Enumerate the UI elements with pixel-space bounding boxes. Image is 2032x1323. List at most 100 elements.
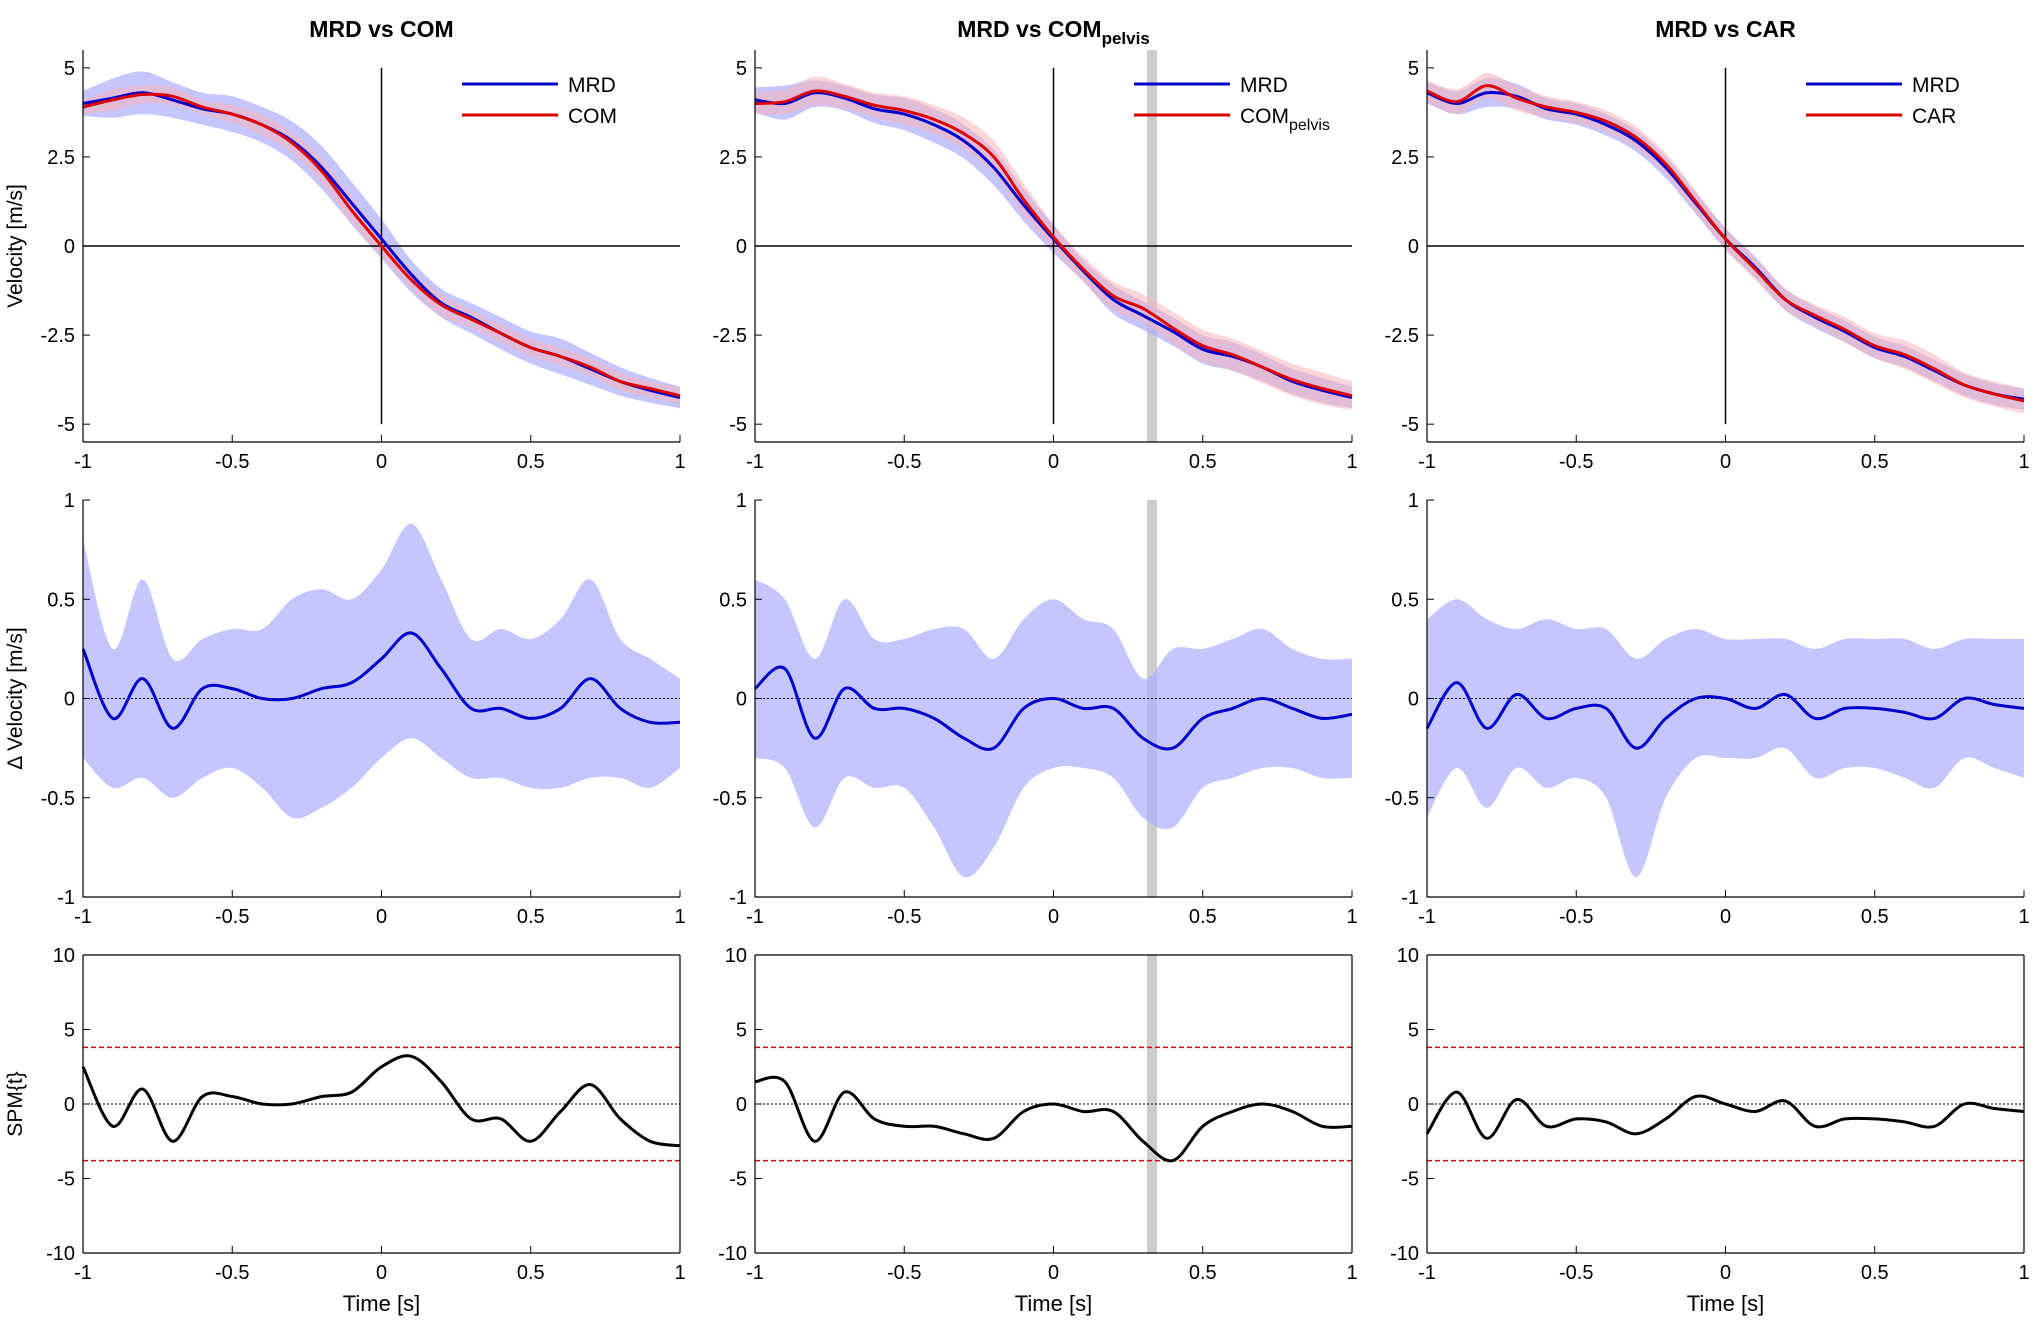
- column-title-main: MRD vs COM: [309, 16, 453, 42]
- y-tick-label: 2.5: [719, 147, 747, 169]
- x-tick-label: -1: [74, 1262, 92, 1284]
- legend-label-main: CAR: [1912, 105, 1956, 128]
- x-tick-label: 0.5: [1189, 906, 1217, 928]
- series-line: [754, 1075, 1353, 1163]
- y-tick-label: 0: [1408, 236, 1419, 258]
- y-tick-label: 0: [736, 1094, 747, 1116]
- y-tick-label: 1: [1408, 490, 1419, 512]
- y-tick-label: 5: [64, 1020, 75, 1042]
- y-tick-label: 10: [725, 945, 747, 967]
- y-tick-label: 5: [1408, 1020, 1419, 1042]
- x-tick-label: -1: [1418, 1262, 1436, 1284]
- x-tick-label: -1: [746, 1262, 764, 1284]
- y-tick-label: 10: [1397, 945, 1419, 967]
- y-tick-label: -0.5: [41, 788, 75, 810]
- legend-label: COM: [568, 105, 617, 128]
- x-tick-label: -0.5: [1559, 906, 1593, 928]
- column-title: MRD vs CAR: [1655, 16, 1796, 42]
- panel: 5 2.5 0 -2.5 -5 -1 -0.5 0 0.5 1 MRD CAR: [1385, 50, 2030, 473]
- x-tick-label: 0.5: [517, 1262, 545, 1284]
- panel: 1 0.5 0 -0.5 -1-1 -0.5 0 0.5 1: [41, 490, 686, 928]
- y-axis-label: Δ Velocity [m/s]: [4, 627, 27, 769]
- x-tick-label: -0.5: [887, 451, 921, 473]
- panel: 5 2.5 0 -2.5 -5 -1 -0.5 0 0.5 1 MRD COMpelvis: [713, 50, 1358, 473]
- legend-label: MRD: [568, 74, 616, 97]
- x-tick-label: 0.5: [517, 451, 545, 473]
- y-tick-label: -5: [729, 414, 747, 436]
- x-tick-label: 0: [1720, 1262, 1731, 1284]
- series-line: [82, 92, 681, 398]
- y-tick-label: -2.5: [713, 325, 747, 347]
- series-line: [81, 631, 681, 730]
- x-tick-label: 0.5: [1861, 906, 1889, 928]
- x-tick-label: -1: [746, 451, 764, 473]
- x-tick-label: 0: [1048, 906, 1059, 928]
- y-tick-label: 0: [736, 689, 747, 711]
- column-title-sub: pelvis: [1102, 29, 1150, 48]
- x-tick-label: 0: [376, 451, 387, 473]
- y-tick-label: 0.5: [719, 589, 747, 611]
- series-line: [1426, 84, 2025, 403]
- y-tick-label: -1: [729, 887, 747, 909]
- series-line: [1425, 1090, 2025, 1140]
- x-tick-label: 0.5: [1189, 1262, 1217, 1284]
- column-title: MRD vs COM: [309, 16, 453, 42]
- x-tick-label: 1: [2018, 451, 2029, 473]
- legend-label-main: COM: [1240, 105, 1289, 128]
- x-tick-label: 0: [1720, 451, 1731, 473]
- y-axis-label: Velocity [m/s]: [4, 184, 27, 308]
- x-tick-label: -0.5: [1559, 1262, 1593, 1284]
- legend-label-main: COM: [568, 105, 617, 128]
- x-axis-label: Time [s]: [343, 1291, 420, 1316]
- x-tick-label: -0.5: [887, 906, 921, 928]
- panel: 10 5 0 -5 -10-1 -0.5 0 0.5 1 Time [s]: [46, 945, 685, 1316]
- x-tick-label: -1: [746, 906, 764, 928]
- y-tick-label: -10: [718, 1243, 747, 1265]
- y-tick-label: -5: [729, 1169, 747, 1191]
- x-tick-label: 0.5: [1861, 451, 1889, 473]
- legend-label: MRD: [1912, 74, 1960, 97]
- y-tick-label: -0.5: [1385, 788, 1419, 810]
- legend-label: MRD: [1240, 74, 1288, 97]
- panel: 5 2.5 0 -2.5 -5 -1 -0.5 0 0.5 1 MRD COM: [41, 50, 686, 473]
- x-tick-label: 0: [1720, 906, 1731, 928]
- legend-label-sub: pelvis: [1289, 117, 1330, 134]
- y-tick-label: -1: [57, 887, 75, 909]
- column-title: MRD vs COMpelvis: [957, 16, 1150, 48]
- panel: 10 5 0 -5 -10-1 -0.5 0 0.5 1 Time [s]: [718, 945, 1357, 1316]
- column-title-main: MRD vs COM: [957, 16, 1101, 42]
- series-line: [1425, 681, 2025, 750]
- y-tick-label: 10: [53, 945, 75, 967]
- confidence-band: [83, 523, 680, 819]
- y-tick-label: -5: [1401, 414, 1419, 436]
- x-tick-label: -0.5: [215, 451, 249, 473]
- y-tick-label: -2.5: [41, 325, 75, 347]
- x-axis-label: Time [s]: [1015, 1291, 1092, 1316]
- y-tick-label: 2.5: [1391, 147, 1419, 169]
- y-tick-label: 0: [1408, 689, 1419, 711]
- x-tick-label: 1: [1346, 451, 1357, 473]
- x-tick-label: -0.5: [215, 1262, 249, 1284]
- series-line: [753, 665, 1353, 751]
- y-axis-label: SPM{t}: [4, 1071, 27, 1136]
- panel: 10 5 0 -5 -10-1 -0.5 0 0.5 1 Time [s]: [1390, 945, 2029, 1316]
- column-title-main: MRD vs CAR: [1655, 16, 1796, 42]
- x-tick-label: 1: [674, 906, 685, 928]
- y-tick-label: 2.5: [47, 147, 75, 169]
- y-tick-label: -5: [57, 414, 75, 436]
- legend-label-main: MRD: [1912, 74, 1960, 97]
- x-tick-label: 0.5: [1189, 451, 1217, 473]
- y-tick-label: 0: [64, 1094, 75, 1116]
- y-tick-label: 5: [1408, 58, 1419, 80]
- y-tick-label: 1: [736, 490, 747, 512]
- x-tick-label: 1: [674, 451, 685, 473]
- y-tick-label: -1: [1401, 887, 1419, 909]
- legend-label: CAR: [1912, 105, 1956, 128]
- y-tick-label: -10: [46, 1243, 75, 1265]
- y-tick-label: -5: [1401, 1169, 1419, 1191]
- y-tick-label: 5: [64, 58, 75, 80]
- y-tick-label: 5: [736, 1020, 747, 1042]
- x-tick-label: -1: [1418, 906, 1436, 928]
- panel: 1 0.5 0 -0.5 -1-1 -0.5 0 0.5 1: [1385, 490, 2030, 928]
- x-tick-label: 1: [674, 1262, 685, 1284]
